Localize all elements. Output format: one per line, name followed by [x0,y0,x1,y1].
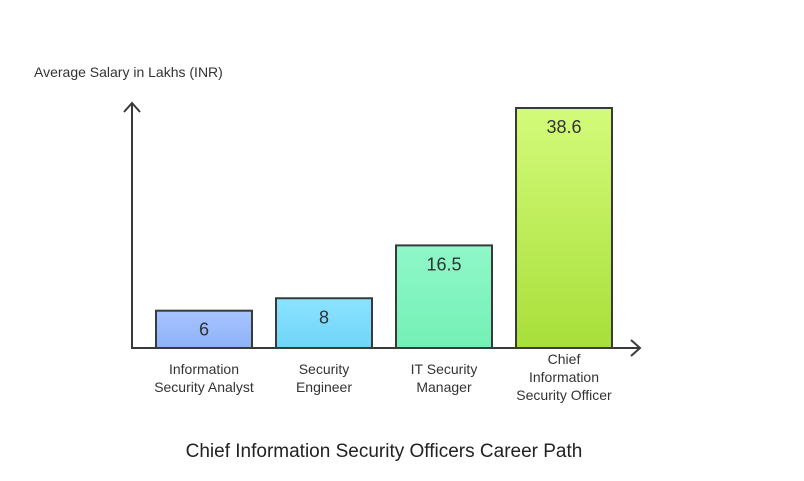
x-tick-labels: Information Security Analyst Security Engin… [154,351,612,403]
bar-2 [275,297,373,349]
x-tick-label-line: IT Security [411,361,478,377]
axes-group [123,101,642,357]
y-axis-arrow-icon [123,101,141,113]
x-tick-label-line: Security Officer [516,387,612,403]
y-axis-label: Average Salary in Lakhs (INR) [34,64,223,80]
chart-title: Chief Information Security Officers Care… [186,441,583,462]
x-tick-label-line: Security [299,361,350,377]
x-tick-label: Chief Information Security Officer [516,351,612,403]
bars-group: 6 8 16.5 38.6 [155,107,613,350]
bar-4 [515,107,613,349]
x-tick-label-line: Information [529,369,599,385]
bar-value-label: 38.6 [546,117,581,137]
bar-value-label: 6 [199,320,209,340]
x-tick-label: Information Security Analyst [154,361,254,395]
x-axis-arrow-icon [630,339,642,357]
bar-1 [155,309,253,350]
x-tick-label: IT Security Manager [411,361,478,395]
bar-value-label: 16.5 [426,254,461,274]
x-tick-label-line: Information [169,361,239,377]
x-tick-label-line: Manager [416,379,472,395]
x-tick-label-line: Chief [548,351,581,367]
x-tick-label-line: Security Analyst [154,379,254,395]
bar-value-label: 8 [319,307,329,327]
x-tick-label: Security Engineer [296,361,352,395]
x-tick-label-line: Engineer [296,379,352,395]
bar-3 [395,244,493,350]
